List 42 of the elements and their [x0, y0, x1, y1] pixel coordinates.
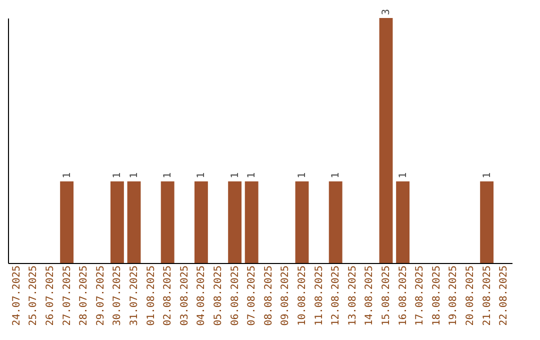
x-tick-label: 03.08.2025: [179, 266, 190, 326]
x-tick-label: 02.08.2025: [162, 266, 174, 326]
data-label: 1: [330, 172, 342, 178]
x-tick-label: 06.08.2025: [230, 266, 241, 326]
x-tick-label: 31.07.2025: [129, 266, 140, 326]
data-label: 1: [162, 172, 174, 178]
x-tick-label: 14.08.2025: [364, 266, 376, 326]
data-label: 1: [196, 172, 208, 178]
x-tick-label: 27.07.2025: [62, 266, 73, 326]
x-tick-label: 13.08.2025: [347, 266, 358, 326]
x-tick-label: 24.07.2025: [11, 266, 22, 326]
data-label: 1: [112, 172, 124, 178]
x-tick-label: 26.07.2025: [45, 266, 56, 326]
x-tick-label: 19.08.2025: [448, 266, 460, 326]
x-tick-label: 08.08.2025: [263, 266, 274, 326]
data-label: 1: [62, 172, 73, 178]
x-tick-label: 22.08.2025: [498, 266, 510, 326]
x-tick-label: 28.07.2025: [78, 266, 90, 326]
x-tick-label: 04.08.2025: [196, 266, 208, 326]
x-tick-label: 30.07.2025: [112, 266, 124, 326]
x-tick-label: 15.08.2025: [381, 266, 392, 326]
data-label: 1: [246, 172, 258, 178]
x-tick-label: 07.08.2025: [246, 266, 258, 326]
x-tick-label: 29.07.2025: [95, 266, 106, 326]
x-tick-label: 01.08.2025: [146, 266, 157, 326]
x-tick-label: 16.08.2025: [398, 266, 409, 326]
x-tick-label: 12.08.2025: [330, 266, 342, 326]
x-tick-label: 05.08.2025: [213, 266, 224, 326]
x-tick-label: 10.08.2025: [297, 266, 308, 326]
data-label: 1: [129, 172, 140, 178]
x-tick-label: 21.08.2025: [482, 266, 493, 326]
x-tick-label: 25.07.2025: [28, 266, 40, 326]
x-tick-label: 17.08.2025: [414, 266, 426, 326]
data-label: 1: [297, 172, 308, 178]
x-tick-label: 09.08.2025: [280, 266, 292, 326]
data-label: 3: [381, 8, 392, 15]
data-label: 1: [482, 172, 493, 178]
x-tick-label: 20.08.2025: [465, 266, 476, 326]
data-label: 1: [230, 172, 241, 178]
x-tick-label: 18.08.2025: [431, 266, 442, 326]
x-tick-label: 11.08.2025: [314, 266, 325, 326]
data-label: 1: [398, 172, 409, 178]
